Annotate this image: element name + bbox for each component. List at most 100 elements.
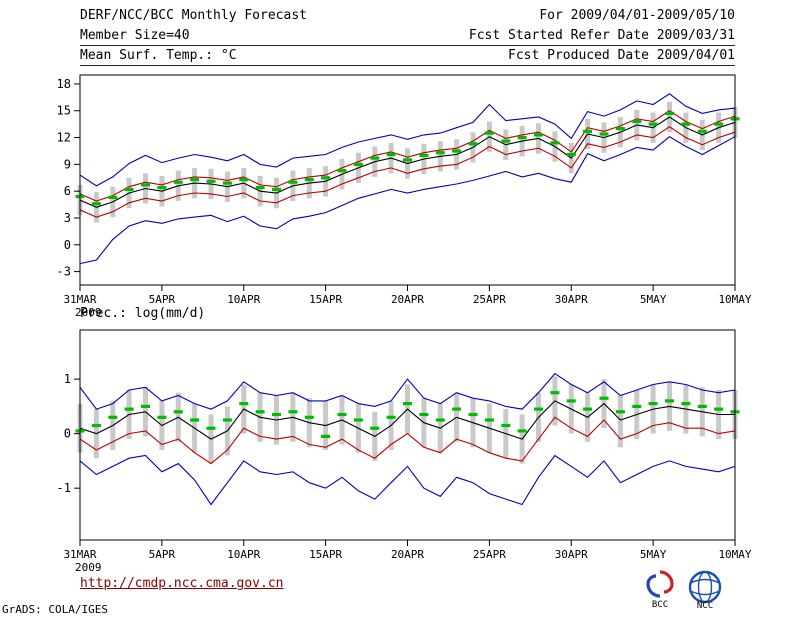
ensemble-max-line <box>79 93 736 187</box>
observation-dash <box>304 415 314 419</box>
ncc-logo-globe-outline <box>688 570 722 604</box>
observation-dash <box>615 410 625 414</box>
y-tick-label: 0 <box>64 427 71 441</box>
observation-dash <box>403 158 412 162</box>
observation-dash <box>484 131 494 135</box>
observation-dash <box>206 179 216 183</box>
lower-spread-line <box>79 416 736 465</box>
x-tick-label: 15APR <box>309 293 342 306</box>
observation-dash <box>173 180 183 184</box>
observation-dash <box>681 122 691 126</box>
x-axis-year-label: 2009 <box>75 306 102 319</box>
observation-dash <box>714 407 724 411</box>
observation-dash <box>697 129 707 133</box>
observation-dash <box>124 187 134 191</box>
temperature-chart: -3 0 3 6 9 12 15 18 31MAR 5APR 10APR 15APR 20APR 25AP… <box>57 74 752 319</box>
prec-chart-title: Prec.: log(mm/d) <box>80 306 206 321</box>
observation-dash <box>386 415 396 419</box>
x-tick-label: 5MAY <box>640 293 667 306</box>
observation-dash <box>321 434 331 438</box>
ensemble-min-line <box>79 136 736 265</box>
ensemble-mean-line <box>79 116 736 208</box>
page-title: DERF/NCC/BCC Monthly Forecast <box>80 8 307 23</box>
observation-dash <box>288 180 298 184</box>
observation-dash <box>337 412 347 417</box>
observation-dash <box>190 418 200 422</box>
observation-dash <box>435 418 445 422</box>
ensemble-mean-line <box>79 400 735 440</box>
x-tick-label: 10APR <box>227 548 260 561</box>
x-tick-label: 31MAR <box>63 548 96 561</box>
observation-dash <box>108 415 118 419</box>
ensemble-max-line <box>79 372 736 410</box>
precipitation-chart: -1 0 1 31MAR 5APR 10APR 15APR 20APR 25APR 30APR 5M… <box>57 329 752 574</box>
observation-dash <box>272 412 281 417</box>
observation-dash <box>501 139 511 143</box>
observation-dash <box>452 407 462 411</box>
x-tick-label: 25APR <box>473 548 506 561</box>
bcc-logo-blue-swirl <box>646 574 661 598</box>
observation-dash <box>550 141 560 145</box>
x-tick-label: 30APR <box>555 293 588 306</box>
observation-dash <box>648 122 658 126</box>
y-tick-label: 3 <box>64 211 71 225</box>
x-tick-label: 10APR <box>227 293 260 306</box>
observation-dash <box>468 142 478 146</box>
y-tick-label: 15 <box>57 104 71 118</box>
member-size-label: Member Size=40 <box>80 28 190 43</box>
observation-dash <box>534 407 543 411</box>
y-tick-label: 1 <box>64 372 71 386</box>
observation-dash <box>648 402 658 406</box>
bcc-logo-label: BCC <box>652 600 668 610</box>
observation-dash <box>599 396 609 400</box>
observation-dash <box>583 407 593 411</box>
observation-dash <box>91 423 101 428</box>
observation-dash <box>665 399 674 403</box>
observation-dash <box>321 176 331 180</box>
observation-dash <box>239 402 249 406</box>
observation-dash <box>550 391 560 395</box>
ensemble-min-line <box>79 454 736 506</box>
x-tick-label: 5APR <box>149 293 176 306</box>
observation-dash <box>370 426 380 430</box>
bcc-logo-icon: BCC <box>646 570 674 610</box>
observation-dash <box>353 162 363 166</box>
produced-date-label: Fcst Produced Date 2009/04/01 <box>508 48 735 63</box>
observation-dash <box>435 151 445 155</box>
y-tick-label: 18 <box>57 77 71 91</box>
x-tick-label: 31MAR <box>63 293 96 306</box>
observation-dash <box>517 136 527 140</box>
observation-dash <box>501 423 511 428</box>
observation-dash <box>157 415 167 419</box>
ncc-logo-icon: NCC <box>688 570 722 610</box>
observation-dash <box>255 410 265 414</box>
ncc-logo-meridian <box>697 571 713 603</box>
observation-dash <box>566 399 576 403</box>
observation-dash <box>386 152 396 157</box>
observation-dash <box>222 418 232 422</box>
x-tick-label: 20APR <box>391 293 424 306</box>
x-tick-label: 5MAY <box>640 548 667 561</box>
observation-dash <box>222 181 232 185</box>
observation-dash <box>583 129 593 133</box>
observation-dash <box>452 149 462 153</box>
cmdp-link[interactable]: http://cmdp.ncc.cma.gov.cn <box>80 576 284 591</box>
observation-dash <box>370 156 380 160</box>
temp-chart-title: Mean Surf. Temp.: °C <box>80 48 237 63</box>
observation-dash <box>272 187 281 191</box>
observation-dash <box>632 404 642 408</box>
observation-dash <box>681 402 691 406</box>
forecast-range-label: For 2009/04/01-2009/05/10 <box>539 8 735 23</box>
observation-dash <box>239 178 249 182</box>
observation-dash <box>632 119 642 124</box>
lower-spread-line <box>79 126 736 218</box>
observation-dash <box>534 133 543 137</box>
observation-dash <box>288 410 298 414</box>
x-tick-label: 10MAY <box>718 548 751 561</box>
observation-dash <box>353 418 363 422</box>
observation-dash <box>714 122 724 126</box>
observation-dash <box>468 412 478 417</box>
bcc-logo-red-swirl <box>659 570 674 594</box>
